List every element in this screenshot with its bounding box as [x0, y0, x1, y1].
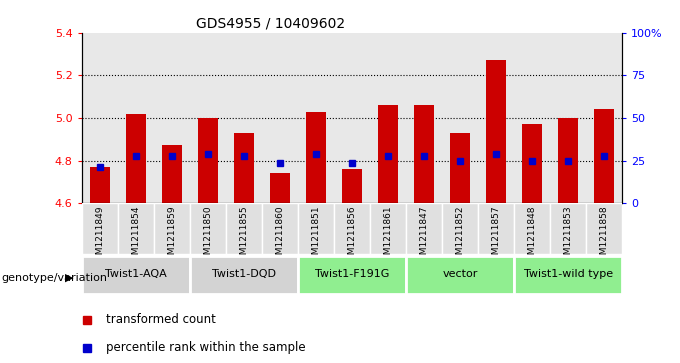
Text: Twist1-wild type: Twist1-wild type	[524, 269, 613, 279]
Bar	[414, 105, 434, 203]
Text: GSM1211851: GSM1211851	[311, 206, 320, 266]
Bar	[370, 33, 406, 203]
Bar	[478, 33, 514, 203]
Bar	[442, 203, 478, 254]
Bar	[514, 256, 622, 294]
Bar	[586, 33, 622, 203]
Bar	[514, 33, 550, 203]
Text: GSM1211848: GSM1211848	[528, 206, 537, 266]
Text: GSM1211858: GSM1211858	[600, 206, 609, 266]
Text: GSM1211852: GSM1211852	[456, 206, 464, 266]
Bar	[370, 203, 406, 254]
Bar	[162, 144, 182, 203]
Text: GSM1211860: GSM1211860	[275, 206, 284, 266]
Bar	[226, 33, 262, 203]
Bar	[126, 114, 146, 203]
Bar	[190, 203, 226, 254]
Bar	[522, 125, 542, 203]
Bar	[442, 33, 478, 203]
Bar	[450, 133, 470, 203]
Text: ▶: ▶	[65, 273, 73, 283]
Bar	[406, 33, 442, 203]
Bar	[514, 203, 550, 254]
Bar	[118, 33, 154, 203]
Text: Twist1-AQA: Twist1-AQA	[105, 269, 167, 279]
Bar	[118, 203, 154, 254]
Bar	[334, 203, 370, 254]
Title: GDS4955 / 10409602: GDS4955 / 10409602	[197, 16, 345, 30]
Bar	[478, 203, 514, 254]
Bar	[406, 203, 442, 254]
Text: GSM1211850: GSM1211850	[203, 206, 212, 266]
Bar	[82, 256, 190, 294]
Text: GSM1211849: GSM1211849	[95, 206, 104, 266]
Text: GSM1211855: GSM1211855	[239, 206, 248, 266]
Bar	[342, 169, 362, 203]
Bar	[82, 203, 118, 254]
Text: GSM1211857: GSM1211857	[492, 206, 500, 266]
Text: GSM1211859: GSM1211859	[167, 206, 176, 266]
Bar	[262, 33, 298, 203]
Bar	[298, 203, 334, 254]
Bar	[198, 118, 218, 203]
Bar	[82, 33, 118, 203]
Bar	[334, 33, 370, 203]
Bar	[298, 33, 334, 203]
Bar	[406, 256, 514, 294]
Bar	[190, 256, 298, 294]
Bar	[594, 110, 614, 203]
Text: GSM1211853: GSM1211853	[564, 206, 573, 266]
Bar	[306, 111, 326, 203]
Text: GSM1211854: GSM1211854	[131, 206, 140, 266]
Bar	[550, 33, 586, 203]
Bar	[486, 60, 506, 203]
Text: Twist1-F191G: Twist1-F191G	[315, 269, 389, 279]
Bar	[226, 203, 262, 254]
Text: GSM1211856: GSM1211856	[347, 206, 356, 266]
Bar	[90, 167, 109, 203]
Bar	[190, 33, 226, 203]
Text: percentile rank within the sample: percentile rank within the sample	[106, 341, 306, 354]
Bar	[154, 203, 190, 254]
Text: GSM1211861: GSM1211861	[384, 206, 392, 266]
Bar	[586, 203, 622, 254]
Bar	[234, 133, 254, 203]
Bar	[550, 203, 586, 254]
Bar	[298, 256, 406, 294]
Bar	[270, 174, 290, 203]
Bar	[262, 203, 298, 254]
Bar	[154, 33, 190, 203]
Text: Twist1-DQD: Twist1-DQD	[211, 269, 276, 279]
Bar	[558, 118, 578, 203]
Bar	[378, 105, 398, 203]
Text: vector: vector	[442, 269, 478, 279]
Text: GSM1211847: GSM1211847	[420, 206, 428, 266]
Text: transformed count: transformed count	[106, 313, 216, 326]
Text: genotype/variation: genotype/variation	[1, 273, 107, 283]
